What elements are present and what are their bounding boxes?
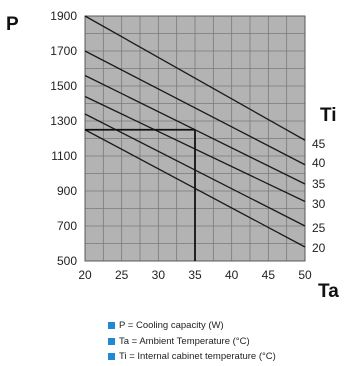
- x-tick-labels: 20 25 30 35 40 45 50: [78, 268, 312, 282]
- y-axis-label: P: [6, 14, 19, 35]
- y-tick-label: 700: [57, 219, 77, 233]
- legend-item: P = Cooling capacity (W): [108, 318, 276, 334]
- x-tick-label: 35: [188, 268, 202, 282]
- x-tick-label: 25: [115, 268, 129, 282]
- y-tick-label: 1100: [51, 149, 77, 163]
- x-tick-label: 40: [225, 268, 239, 282]
- legend-swatch-icon: [108, 322, 115, 330]
- series-label: 25: [312, 221, 326, 235]
- y-tick-label: 1700: [50, 44, 77, 58]
- y-tick-label: 1900: [50, 9, 77, 23]
- y-tick-label: 900: [57, 184, 77, 198]
- series-label: 30: [312, 197, 326, 211]
- legend-swatch-icon: [108, 353, 115, 361]
- series-label: 40: [312, 156, 326, 170]
- legend-text: Ta = Ambient Temperature (°C): [119, 335, 250, 347]
- x-tick-label: 20: [78, 268, 92, 282]
- x-tick-label: 45: [262, 268, 276, 282]
- legend-swatch-icon: [108, 337, 115, 345]
- series-labels: 45 40 35 30 25 20: [312, 137, 326, 255]
- x-tick-label: 30: [152, 268, 166, 282]
- legend-item: Ta = Ambient Temperature (°C): [108, 334, 276, 350]
- series-group-label: Ti: [320, 105, 337, 126]
- y-tick-labels: 500 700 900 1100 1300 1500 1700 1900: [50, 9, 77, 268]
- series-line: [84, 15, 306, 141]
- example-reading: [85, 128, 196, 261]
- series-label: 20: [312, 241, 326, 255]
- x-tick-label: 50: [298, 268, 312, 282]
- y-tick-label: 1300: [50, 114, 77, 128]
- x-axis-label: Ta: [318, 281, 339, 302]
- y-tick-label: 1500: [50, 79, 77, 93]
- legend: P = Cooling capacity (W) Ta = Ambient Te…: [108, 318, 276, 365]
- y-tick-label: 500: [57, 254, 77, 268]
- series-line: [84, 50, 306, 166]
- series-label: 35: [312, 177, 326, 191]
- series-label: 45: [312, 137, 326, 151]
- chart: 20 25 30 35 40 45 50 500 700 900 1100 1300 1500 1700…: [6, 9, 339, 302]
- legend-text: Ti = Internal cabinet temperature (°C): [119, 351, 276, 362]
- legend-text: P = Cooling capacity (W): [119, 320, 224, 331]
- legend-item: Ti = Internal cabinet temperature (°C): [108, 349, 276, 365]
